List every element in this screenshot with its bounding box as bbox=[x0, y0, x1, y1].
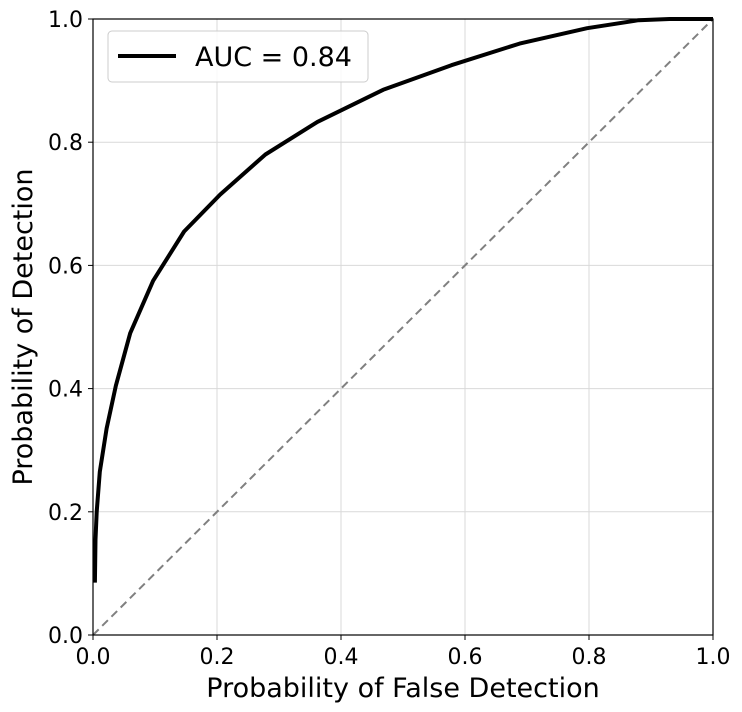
grid-lines bbox=[92, 18, 714, 636]
plot-frame bbox=[92, 18, 714, 636]
y-axis-ticks: 0.0 0.2 0.4 0.6 0.8 1.0 bbox=[48, 8, 93, 649]
legend-box bbox=[107, 30, 369, 83]
x-tick-label: 0.4 bbox=[324, 645, 359, 670]
x-tick-label: 0.8 bbox=[572, 645, 607, 670]
y-tick-label: 0.0 bbox=[48, 624, 83, 649]
x-tick-label: 0.2 bbox=[200, 645, 235, 670]
x-tick-label: 1.0 bbox=[696, 645, 731, 670]
y-tick-label: 0.4 bbox=[48, 378, 83, 403]
series-layer bbox=[92, 17, 714, 636]
x-axis-label: Probability of False Detection bbox=[206, 673, 599, 704]
legend-label: AUC = 0.84 bbox=[195, 42, 352, 73]
chance-diagonal-line bbox=[92, 18, 714, 636]
y-tick-label: 1.0 bbox=[48, 8, 83, 33]
y-tick-label: 0.8 bbox=[48, 131, 83, 156]
y-tick-label: 0.2 bbox=[48, 501, 83, 526]
y-tick-label: 0.6 bbox=[48, 254, 83, 279]
x-axis-ticks: 0.0 0.2 0.4 0.6 0.8 1.0 bbox=[76, 635, 731, 670]
legend: AUC = 0.84 bbox=[107, 30, 369, 83]
roc-curve-line bbox=[92, 17, 713, 583]
x-tick-label: 0.0 bbox=[76, 645, 111, 670]
x-tick-label: 0.6 bbox=[448, 645, 483, 670]
y-axis-label: Probability of Detection bbox=[8, 168, 39, 485]
